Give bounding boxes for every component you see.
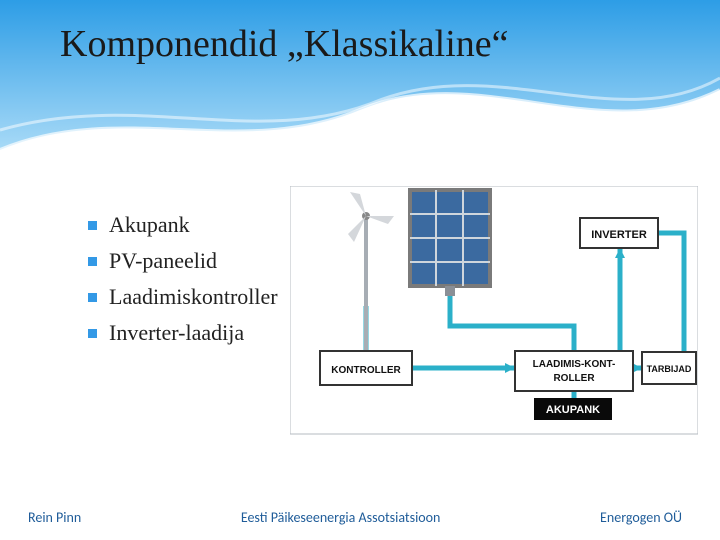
list-item: Inverter-laadija	[88, 320, 278, 346]
footer: Rein Pinn Eesti Päikeseenergia Assotsiat…	[0, 509, 720, 526]
laadimis-label-bot: ROLLER	[553, 373, 595, 384]
footer-center: Eesti Päikeseenergia Assotsiatsioon	[241, 509, 441, 526]
bullet-icon	[88, 329, 97, 338]
system-diagram: KONTROLLER LAADIMIS-KONT- ROLLER INVERTE…	[290, 186, 698, 446]
bullet-label: Inverter-laadija	[109, 320, 244, 346]
bullet-icon	[88, 257, 97, 266]
laadimis-box: LAADIMIS-KONT- ROLLER	[515, 351, 633, 391]
inverter-label: INVERTER	[591, 229, 647, 241]
tarbijad-label: TARBIJAD	[647, 364, 692, 374]
bullet-list: Akupank PV-paneelid Laadimiskontroller I…	[88, 212, 278, 356]
akupank-box: AKUPANK	[534, 398, 612, 420]
inverter-box: INVERTER	[580, 218, 658, 248]
list-item: Laadimiskontroller	[88, 284, 278, 310]
footer-left: Rein Pinn	[28, 509, 81, 526]
list-item: PV-paneelid	[88, 248, 278, 274]
list-item: Akupank	[88, 212, 278, 238]
bullet-icon	[88, 293, 97, 302]
bullet-label: Laadimiskontroller	[109, 284, 278, 310]
footer-right: Energogen OÜ	[600, 509, 682, 526]
bullet-label: PV-paneelid	[109, 248, 217, 274]
pv-panel-icon	[410, 190, 490, 296]
kontroller-label: KONTROLLER	[331, 365, 401, 376]
bullet-icon	[88, 221, 97, 230]
laadimis-label-top: LAADIMIS-KONT-	[533, 359, 616, 370]
tarbijad-box: TARBIJAD	[642, 352, 696, 384]
slide-title: Komponendid „Klassikaline“	[60, 22, 660, 66]
kontroller-box: KONTROLLER	[320, 351, 412, 385]
bullet-label: Akupank	[109, 212, 190, 238]
akupank-label: AKUPANK	[546, 404, 600, 416]
